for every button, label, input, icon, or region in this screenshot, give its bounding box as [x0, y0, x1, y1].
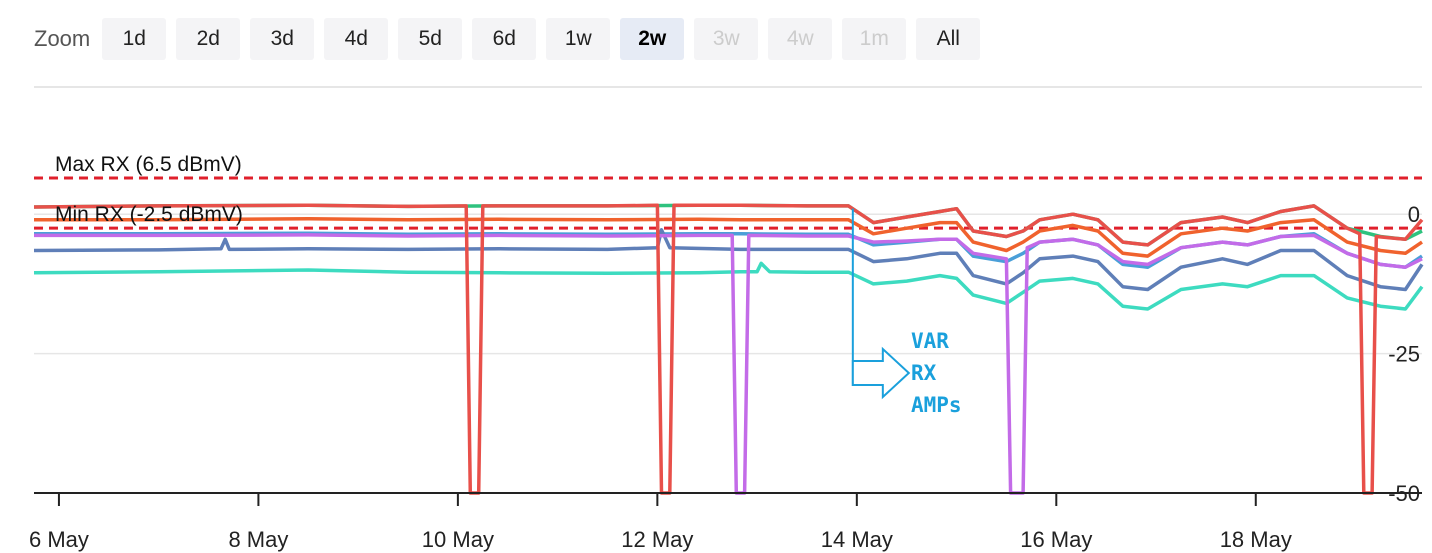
zoom-button-3d[interactable]: 3d	[250, 18, 315, 60]
series-line	[33, 261, 1424, 311]
annotation-text-rx: RX	[911, 361, 937, 385]
zoom-button-1d[interactable]: 1d	[102, 18, 167, 60]
zoom-label: Zoom	[34, 26, 91, 51]
x-axis-ticks: 6 May 8 May 10 May 12 May 14 May 16 May 18 May	[29, 493, 1292, 552]
plot-lines	[34, 176, 1422, 230]
zoom-button-2d[interactable]: 2d	[176, 18, 241, 60]
zoom-button-2w[interactable]: 2w	[620, 18, 685, 60]
zoom-button-all[interactable]: All	[916, 18, 981, 60]
series-line	[33, 203, 1424, 495]
y-axis-ticks: 0 -25 -50	[1388, 202, 1420, 506]
zoom-button-6d[interactable]: 6d	[472, 18, 537, 60]
x-tick-label: 12 May	[621, 527, 693, 552]
zoom-button-3w: 3w	[694, 18, 759, 60]
annotation: VAR RX AMPs	[851, 208, 962, 417]
series-line	[34, 216, 1423, 258]
zoom-button-1m: 1m	[842, 18, 907, 60]
y-tick-label: 0	[1408, 202, 1420, 227]
series-line	[33, 228, 1424, 292]
x-tick-label: 16 May	[1020, 527, 1092, 552]
annotation-arrow-icon	[851, 346, 911, 400]
series-line	[34, 233, 1423, 495]
y-tick-label: -25	[1388, 342, 1420, 367]
annotation-text-var: VAR	[911, 329, 949, 353]
plot-line-label: Max RX (6.5 dBmV)	[55, 153, 242, 176]
x-tick-label: 8 May	[228, 527, 288, 552]
plot-line-labels: Max RX (6.5 dBmV) Min RX (-2.5 dBmV)	[55, 153, 243, 226]
series-lines	[33, 203, 1424, 495]
x-tick-label: 10 May	[422, 527, 494, 552]
x-tick-label: 18 May	[1220, 527, 1292, 552]
zoom-button-4w: 4w	[768, 18, 833, 60]
zoom-button-4d[interactable]: 4d	[324, 18, 389, 60]
x-tick-label: 6 May	[29, 527, 89, 552]
plot-line-label: Min RX (-2.5 dBmV)	[55, 203, 243, 226]
annotation-text-amps: AMPs	[911, 393, 962, 417]
y-tick-label: -50	[1388, 481, 1420, 506]
zoom-button-5d[interactable]: 5d	[398, 18, 463, 60]
x-tick-label: 14 May	[821, 527, 893, 552]
zoom-button-1w[interactable]: 1w	[546, 18, 611, 60]
zoom-selector: Zoom 1d 2d 3d 4d 5d 6d 1w 2w 3w 4w 1m Al…	[34, 18, 990, 60]
grid-lines	[34, 213, 1422, 355]
